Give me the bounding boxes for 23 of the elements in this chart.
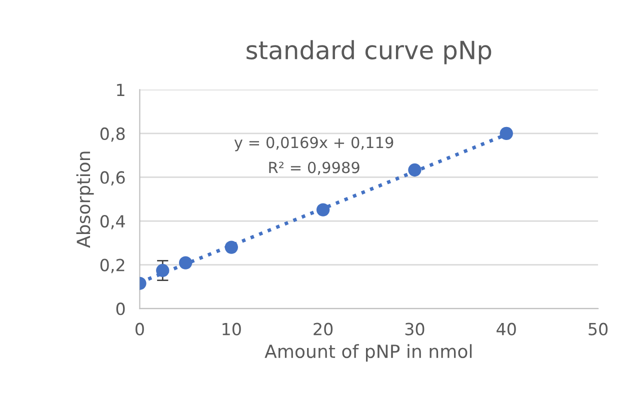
y-tick-label: 0 <box>116 302 125 316</box>
x-tick-label: 10 <box>222 322 241 336</box>
y-tick-label: 0,6 <box>100 171 125 186</box>
annotation: y = 0,0169x + 0,119 <box>234 136 394 152</box>
point <box>408 163 422 177</box>
point <box>178 256 192 270</box>
x-axis-title: Amount of pNP in nmol <box>264 344 472 362</box>
y-tick-label: 1 <box>117 84 124 96</box>
y-axis-title: Absorption <box>76 152 94 248</box>
y-tick-label: 0,4 <box>100 214 125 230</box>
point <box>224 240 238 254</box>
point <box>500 126 513 140</box>
point <box>156 264 170 278</box>
annotation: R² = 0,9989 <box>269 162 360 175</box>
x-tick-label: 30 <box>405 322 424 336</box>
point <box>316 203 330 216</box>
x-tick-label: 50 <box>588 322 608 336</box>
x-tick-label: 20 <box>314 322 333 336</box>
y-tick-label: 0,2 <box>100 258 124 274</box>
y-tick-label: 0,8 <box>100 127 125 142</box>
x-tick-label: 40 <box>496 322 516 336</box>
chart-title: standard curve pNp <box>246 40 492 64</box>
x-tick-label: 0 <box>136 322 144 336</box>
